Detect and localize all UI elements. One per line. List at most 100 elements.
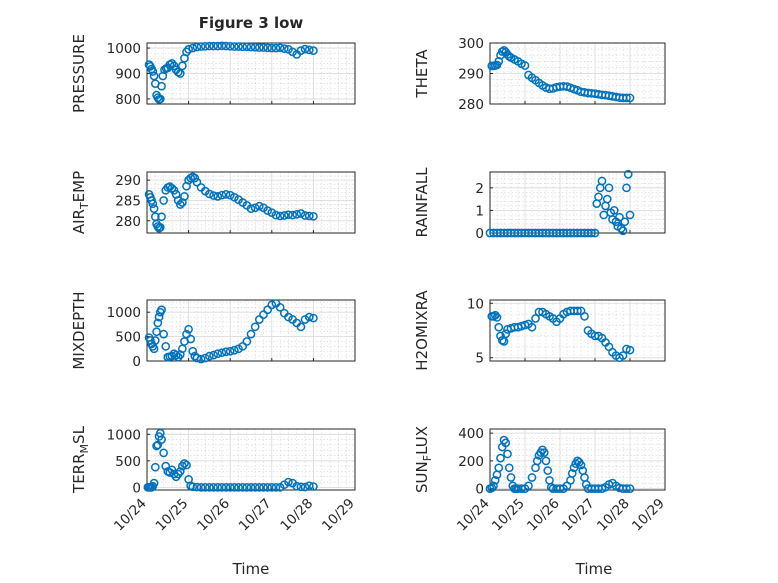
data-point <box>618 226 628 236</box>
data-point <box>275 43 285 53</box>
data-point <box>296 209 306 218</box>
data-point <box>221 482 231 492</box>
data-point <box>275 211 285 221</box>
y-tick-label: 400 <box>458 426 484 442</box>
data-point <box>178 61 187 71</box>
data-point <box>213 41 223 51</box>
y-tick-label: 800 <box>115 92 141 108</box>
data-point <box>517 484 526 493</box>
data-point <box>200 482 210 492</box>
panel-top-right: 280 290 300 THETA <box>413 36 666 113</box>
data-point <box>279 211 289 220</box>
data-point <box>623 169 633 179</box>
y-axis-label: PRESSURE <box>70 34 88 113</box>
data-point <box>180 192 189 201</box>
data-point <box>309 46 318 55</box>
data-point <box>192 177 202 187</box>
data-point <box>259 482 268 492</box>
y-tick-label: 280 <box>115 214 141 230</box>
data-point <box>221 41 231 51</box>
axes-box <box>489 42 666 105</box>
axes-box <box>146 299 356 362</box>
data-point <box>161 461 171 471</box>
data-point <box>175 200 185 209</box>
y-axis-label: RAINFALL <box>413 167 431 238</box>
data-point <box>250 203 260 213</box>
data-point <box>242 42 252 52</box>
data-point <box>157 305 166 315</box>
panel-row2-left: 280 285 290 AIRTEMP <box>70 171 356 234</box>
data-point <box>213 192 223 201</box>
data-point <box>250 322 260 332</box>
data-point <box>217 482 227 492</box>
y-tick-label: 500 <box>115 454 141 470</box>
data-point <box>622 183 631 193</box>
data-point <box>182 329 191 339</box>
x-tick-label: 10/27 <box>559 496 598 535</box>
data-point <box>267 482 277 492</box>
data-point <box>238 482 248 492</box>
y-tick-label: 500 <box>115 330 141 346</box>
y-tick-label: 200 <box>458 454 484 470</box>
data-point <box>263 482 272 492</box>
data-point <box>259 43 268 52</box>
data-point <box>213 482 223 492</box>
data-point <box>217 190 227 200</box>
data-point <box>209 482 218 492</box>
data-point <box>625 345 635 355</box>
data-point <box>531 314 540 323</box>
data-point <box>209 41 218 51</box>
data-point <box>309 313 318 323</box>
data-point <box>192 482 202 492</box>
panel-row2-right: 0 1 2 RAINFALL <box>413 167 666 242</box>
data-point <box>167 351 177 361</box>
data-point <box>209 191 218 200</box>
data-point <box>609 206 619 215</box>
data-point <box>225 482 235 492</box>
data-point <box>597 176 607 186</box>
data-point <box>296 46 306 55</box>
data-point <box>520 61 530 70</box>
x-axis-label-left: Time <box>232 560 270 578</box>
x-tick-label: 10/24 <box>111 496 150 535</box>
data-point <box>159 448 168 458</box>
axes-box <box>146 171 356 234</box>
data-point <box>494 322 504 332</box>
data-point <box>184 45 193 54</box>
data-point <box>200 41 210 51</box>
data-point <box>242 337 252 346</box>
data-point <box>618 351 628 360</box>
data-point <box>271 482 281 492</box>
data-point <box>304 211 314 221</box>
data-point <box>196 354 206 364</box>
data-point <box>184 324 193 334</box>
data-point <box>175 69 185 78</box>
data-point <box>213 349 223 359</box>
y-tick-label: 0 <box>132 354 141 370</box>
data-point <box>616 224 626 233</box>
data-point <box>225 346 235 356</box>
data-point <box>155 94 165 104</box>
data-point <box>155 222 165 232</box>
y-tick-label: 0 <box>475 226 484 242</box>
data-point <box>580 311 589 321</box>
data-point <box>148 199 158 209</box>
data-point <box>300 482 310 492</box>
figure-title: Figure 3 low <box>199 14 304 32</box>
y-tick-label: 1000 <box>107 427 141 443</box>
y-axis-label: AIRTEMP <box>70 171 91 234</box>
data-point <box>499 337 509 346</box>
data-point <box>246 42 256 52</box>
data-point <box>263 43 272 53</box>
data-point <box>180 459 189 468</box>
x-axis-label-right: Time <box>575 560 613 578</box>
data-point <box>271 210 281 220</box>
data-point <box>182 47 191 57</box>
data-point <box>147 482 156 492</box>
data-point <box>259 310 268 319</box>
data-point <box>152 441 161 451</box>
data-point <box>150 462 160 472</box>
data-point <box>620 217 630 227</box>
data-point <box>567 469 577 478</box>
